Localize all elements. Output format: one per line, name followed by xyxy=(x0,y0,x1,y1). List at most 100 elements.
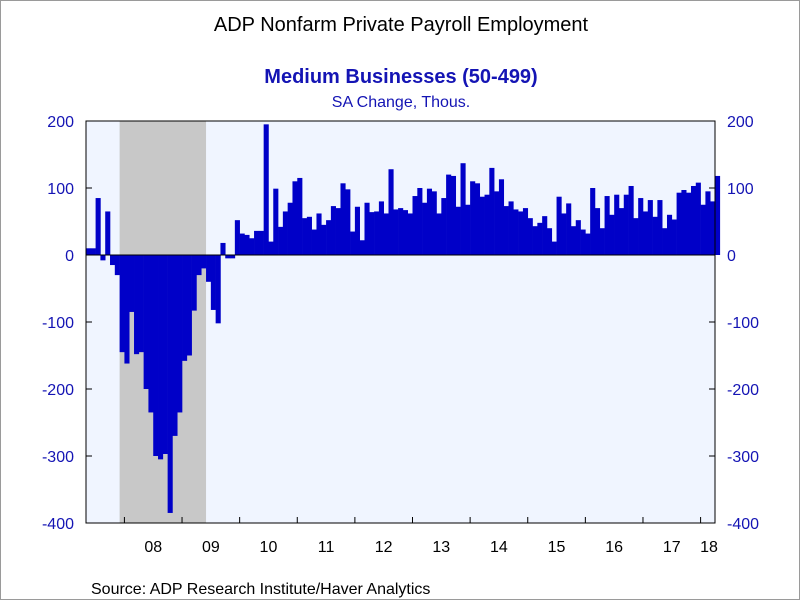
bar xyxy=(374,211,380,255)
x-tick-label: 16 xyxy=(605,539,623,556)
bar xyxy=(100,255,106,261)
bar xyxy=(460,163,466,255)
bar xyxy=(623,194,629,255)
bar xyxy=(258,230,264,255)
x-tick-label: 14 xyxy=(490,539,508,556)
bar xyxy=(508,201,514,255)
y-tick-label: -300 xyxy=(42,449,74,466)
bar xyxy=(522,208,529,255)
bar xyxy=(268,241,274,255)
bar xyxy=(292,181,298,255)
bar xyxy=(398,208,404,255)
bar xyxy=(686,192,692,255)
bar xyxy=(498,179,505,255)
bar xyxy=(566,203,572,255)
bar xyxy=(287,202,293,255)
bar xyxy=(412,196,418,255)
y-tick-label: 200 xyxy=(47,114,74,131)
bar xyxy=(710,201,716,255)
bar xyxy=(172,255,178,436)
bar xyxy=(417,188,423,255)
x-tick-label: 09 xyxy=(202,539,220,556)
bar xyxy=(105,211,111,255)
bar xyxy=(306,216,312,255)
bar xyxy=(143,255,149,389)
bar xyxy=(191,255,197,311)
y-tick-label: -400 xyxy=(727,516,759,533)
bar xyxy=(326,220,332,255)
bar xyxy=(369,212,375,255)
bar xyxy=(642,211,649,255)
bar xyxy=(614,194,620,255)
source-note: Source: ADP Research Institute/Haver Ana… xyxy=(91,581,430,598)
bar xyxy=(470,181,476,255)
bar xyxy=(599,228,605,255)
bar xyxy=(201,255,207,269)
chart-units: SA Change, Thous. xyxy=(332,94,470,111)
y-axis-left: -400 -300 -200 -100 0 100 200 xyxy=(42,114,92,533)
x-tick-label: 11 xyxy=(318,539,335,556)
bar xyxy=(436,213,442,255)
bar xyxy=(513,209,519,255)
bar xyxy=(590,188,596,255)
x-tick-label: 08 xyxy=(144,539,162,556)
bar xyxy=(431,191,437,255)
bar xyxy=(378,201,384,255)
bar xyxy=(455,206,461,255)
bar xyxy=(422,202,428,255)
bar xyxy=(86,248,92,255)
bar xyxy=(551,241,557,255)
bar xyxy=(715,175,721,255)
bar xyxy=(393,209,399,255)
y-tick-label: -100 xyxy=(42,315,74,332)
x-tick-label: 15 xyxy=(548,539,566,556)
bar xyxy=(153,255,159,456)
bar xyxy=(124,255,130,364)
bar xyxy=(234,220,240,255)
bar xyxy=(662,228,668,255)
bar xyxy=(407,213,413,255)
bar xyxy=(671,219,677,255)
bar xyxy=(210,255,216,310)
bar xyxy=(263,124,269,255)
bar xyxy=(489,167,495,255)
y-tick-label: -200 xyxy=(727,382,759,399)
bar xyxy=(119,255,125,353)
bar xyxy=(364,202,370,255)
bar xyxy=(134,255,140,355)
bar xyxy=(196,255,202,276)
bar xyxy=(225,255,231,259)
bar xyxy=(388,169,394,255)
bar xyxy=(114,255,120,276)
bar xyxy=(330,206,336,255)
bar xyxy=(604,196,610,255)
bar xyxy=(340,183,346,255)
bar xyxy=(446,174,452,255)
bar xyxy=(570,226,577,255)
y-tick-label: 200 xyxy=(727,114,754,131)
bar xyxy=(474,183,481,255)
bar xyxy=(350,231,356,255)
bar xyxy=(465,204,471,255)
x-tick-label: 17 xyxy=(663,539,681,556)
bar xyxy=(138,255,144,353)
bar xyxy=(633,218,639,255)
bar xyxy=(90,248,96,255)
bar xyxy=(316,213,322,255)
bar xyxy=(580,229,586,255)
y-tick-label: -200 xyxy=(42,382,74,399)
bar xyxy=(182,255,188,361)
bar xyxy=(278,226,284,255)
y-axis-right: -400 -300 -200 -100 0 100 200 xyxy=(709,114,759,533)
bar xyxy=(690,185,697,255)
bar xyxy=(311,229,317,255)
bar xyxy=(282,211,288,255)
bar xyxy=(402,210,408,255)
bar xyxy=(647,200,653,255)
bar xyxy=(335,208,341,255)
bar xyxy=(383,213,389,255)
bar xyxy=(585,233,591,255)
chart-subtitle: Medium Businesses (50-499) xyxy=(264,66,537,88)
bar xyxy=(426,188,433,255)
bar xyxy=(479,196,485,255)
